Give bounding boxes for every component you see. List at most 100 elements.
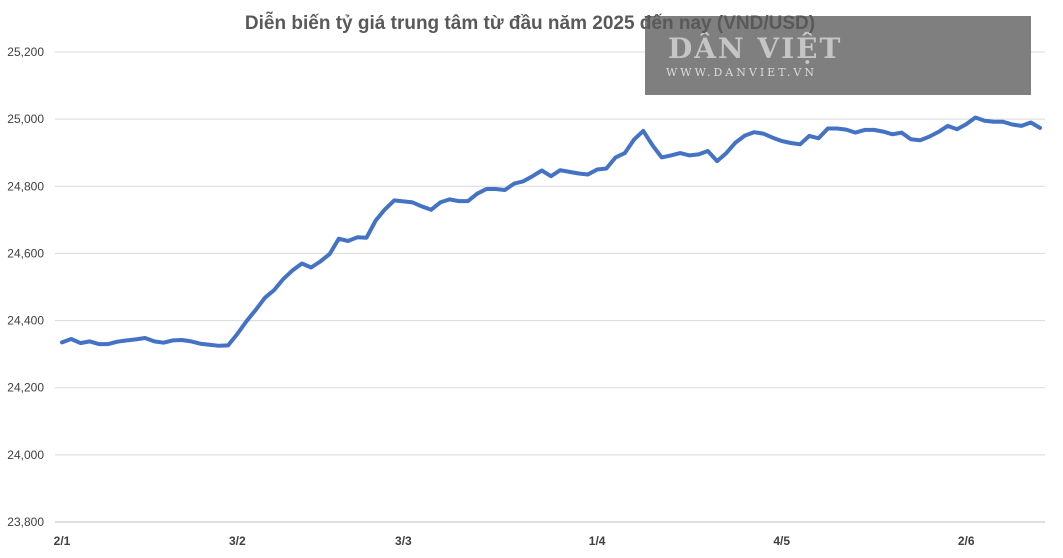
data-point [863, 128, 867, 132]
data-point [475, 192, 479, 196]
data-point [992, 120, 996, 124]
data-point [484, 187, 488, 191]
data-point [872, 128, 876, 132]
data-point [512, 182, 516, 186]
data-point [761, 132, 765, 136]
data-point [291, 268, 295, 272]
data-point [826, 127, 830, 130]
data-point [724, 151, 728, 155]
watermark: DÂN VIỆT WWW.DANVIET.VN [645, 16, 1031, 95]
y-tick-label: 24,400 [7, 314, 44, 328]
data-point [374, 219, 378, 222]
data-point [1038, 126, 1042, 130]
data-point [392, 198, 396, 202]
data-point [890, 132, 894, 136]
data-point [558, 168, 562, 172]
data-point [401, 199, 405, 203]
data-point [651, 143, 654, 147]
data-point [715, 159, 719, 163]
data-point [226, 343, 230, 347]
data-point [973, 116, 977, 119]
gridlines [55, 51, 1045, 456]
data-point [706, 149, 710, 153]
data-point [337, 237, 341, 241]
y-tick-label: 25,200 [7, 45, 44, 59]
data-point [383, 207, 387, 211]
data-point [457, 199, 461, 203]
data-point [807, 134, 811, 138]
data-point [743, 134, 747, 138]
data-point [595, 168, 599, 171]
data-point [660, 155, 664, 159]
data-point [798, 142, 802, 146]
data-point [780, 139, 784, 143]
data-point [189, 339, 193, 343]
data-point [309, 266, 313, 269]
x-tick-label: 2/1 [54, 534, 71, 548]
data-point [180, 338, 184, 342]
data-point [245, 319, 248, 323]
data-point [697, 152, 701, 156]
data-point [918, 138, 922, 142]
x-tick-label: 3/2 [229, 534, 246, 548]
x-tick-label: 3/3 [395, 534, 412, 548]
data-point [909, 137, 913, 141]
data-point [577, 172, 581, 175]
data-point [568, 170, 571, 174]
data-point [235, 332, 239, 336]
data-point [521, 179, 525, 183]
data-point [1010, 123, 1014, 126]
data-point [429, 208, 433, 212]
data-point [1029, 121, 1033, 124]
data-point [208, 343, 212, 347]
data-point [844, 128, 848, 132]
data-point [632, 138, 636, 142]
data-point [669, 153, 673, 157]
data-point [835, 127, 839, 130]
data-point [365, 236, 368, 240]
watermark-url: WWW.DANVIET.VN [666, 66, 817, 79]
series-line [60, 115, 1042, 348]
data-points [60, 116, 1042, 348]
data-point [946, 124, 950, 128]
data-point [955, 127, 959, 131]
data-point [97, 342, 101, 346]
data-point [789, 141, 793, 145]
data-point [152, 339, 156, 343]
data-point [494, 187, 498, 191]
data-point [623, 151, 627, 155]
data-point [60, 340, 64, 344]
watermark-brand: DÂN VIỆT [668, 32, 842, 65]
data-point [134, 337, 138, 341]
data-point [125, 338, 129, 342]
data-point [466, 199, 470, 203]
watermark-panel [645, 16, 1031, 95]
data-point [88, 339, 92, 343]
data-point [411, 200, 415, 204]
data-point [937, 130, 940, 134]
data-point [540, 169, 544, 172]
y-tick-label: 24,000 [7, 448, 44, 462]
data-point [263, 296, 267, 300]
data-point [752, 130, 756, 134]
data-point [448, 197, 451, 201]
data-point [531, 174, 534, 178]
data-point [281, 277, 285, 281]
x-tick-label: 2/6 [958, 534, 975, 548]
x-tick-label: 4/5 [773, 534, 790, 548]
data-point [143, 336, 147, 340]
data-point [927, 135, 931, 139]
data-point [420, 204, 424, 208]
data-point [1001, 120, 1005, 124]
data-point [355, 235, 359, 239]
x-tick-label: 1/4 [589, 534, 606, 548]
data-point [318, 260, 322, 263]
y-tick-label: 24,600 [7, 246, 44, 260]
data-point [300, 262, 304, 265]
data-point [79, 341, 82, 345]
data-point [346, 239, 350, 243]
data-point [817, 136, 821, 140]
data-point [254, 308, 258, 312]
x-axis-ticks: 2/1 3/2 3/3 1/4 4/5 2/6 [54, 534, 975, 548]
